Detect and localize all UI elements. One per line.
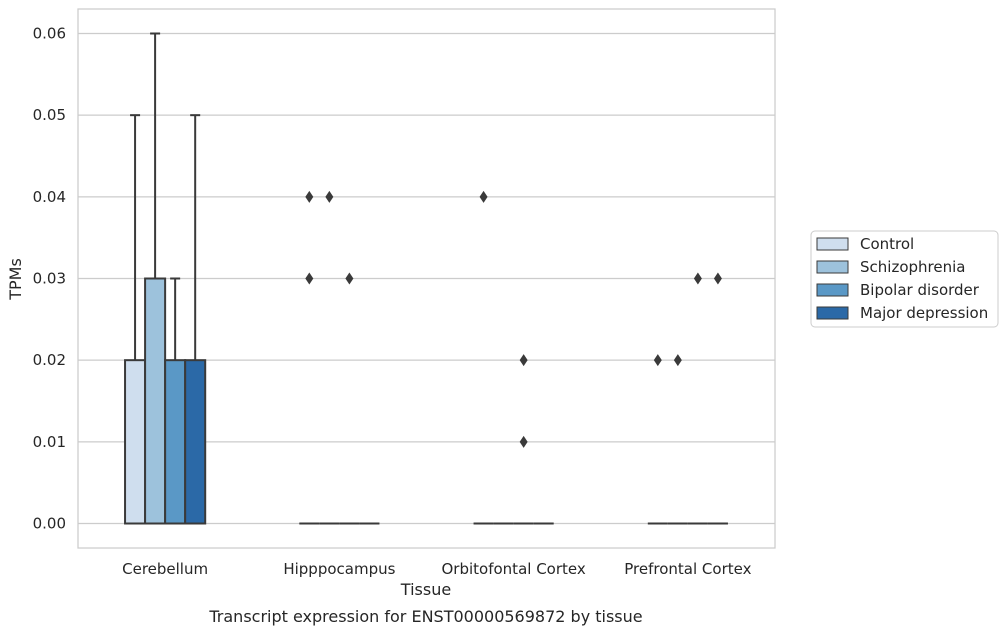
box-0-0 bbox=[124, 114, 147, 525]
x-axis-ticks: Cerebellum Hipppocampus Orbitofontal Corte… bbox=[122, 560, 751, 578]
box-1-2 bbox=[339, 272, 360, 525]
box-2-0 bbox=[473, 190, 494, 525]
plot-frame bbox=[77, 8, 776, 549]
outlier-point bbox=[653, 354, 662, 367]
box-1-0 bbox=[299, 190, 320, 525]
outlier-point bbox=[479, 190, 488, 203]
y-tick-label: 0.06 bbox=[33, 25, 66, 43]
legend-label: Major depression bbox=[860, 304, 988, 322]
legend-swatch bbox=[816, 283, 849, 297]
outlier-point bbox=[325, 190, 334, 203]
outlier-point bbox=[519, 354, 528, 367]
outlier-point bbox=[519, 435, 528, 448]
box-body bbox=[164, 359, 187, 525]
box-2-2 bbox=[513, 354, 534, 525]
legend-swatch bbox=[816, 260, 849, 274]
outlier-point bbox=[345, 272, 354, 285]
x-axis-label: Tissue bbox=[400, 580, 451, 599]
x-tick-label: Prefrontal Cortex bbox=[624, 560, 751, 578]
y-tick-label: 0.02 bbox=[33, 351, 66, 369]
y-tick-label: 0.04 bbox=[33, 188, 66, 206]
box-0-1 bbox=[144, 32, 167, 525]
y-axis-ticks: 0.00 0.01 0.02 0.03 0.04 0.05 0.06 bbox=[33, 25, 66, 533]
legend-item: Control bbox=[816, 235, 914, 253]
outlier-point bbox=[305, 190, 314, 203]
box-1-1 bbox=[319, 190, 340, 525]
legend-item: Bipolar disorder bbox=[816, 281, 980, 299]
x-tick-label: Hipppocampus bbox=[283, 560, 395, 578]
legend-frame bbox=[810, 230, 999, 328]
y-tick-label: 0.03 bbox=[33, 270, 66, 288]
y-tick-label: 0.01 bbox=[33, 433, 66, 451]
box-3-0 bbox=[647, 354, 668, 525]
legend-swatch bbox=[816, 237, 849, 251]
x-tick-label: Orbitofontal Cortex bbox=[442, 560, 586, 578]
chart-caption: Transcript expression for ENST0000056987… bbox=[208, 607, 642, 626]
outlier-point bbox=[673, 354, 682, 367]
legend-item: Major depression bbox=[816, 304, 988, 322]
legend-item: Schizophrenia bbox=[816, 258, 965, 276]
outlier-point bbox=[713, 272, 722, 285]
legend-label: Bipolar disorder bbox=[860, 281, 980, 299]
x-tick-label: Cerebellum bbox=[122, 560, 208, 578]
box-body bbox=[124, 359, 147, 525]
legend: Control Schizophrenia Bipolar disorder Majo… bbox=[810, 230, 999, 328]
outlier-point bbox=[305, 272, 314, 285]
y-tick-label: 0.00 bbox=[33, 515, 66, 533]
legend-swatch bbox=[816, 306, 849, 320]
box-body bbox=[144, 277, 167, 525]
box-0-3 bbox=[184, 114, 207, 525]
box-3-2 bbox=[687, 272, 708, 525]
legend-label: Schizophrenia bbox=[860, 258, 965, 276]
y-tick-label: 0.05 bbox=[33, 106, 66, 124]
legend-label: Control bbox=[860, 235, 914, 253]
outlier-point bbox=[693, 272, 702, 285]
box-body bbox=[184, 359, 207, 525]
box-plot-area bbox=[124, 32, 728, 525]
y-axis-label: TPMs bbox=[6, 258, 25, 301]
box-3-1 bbox=[667, 354, 688, 525]
box-3-3 bbox=[707, 272, 728, 525]
